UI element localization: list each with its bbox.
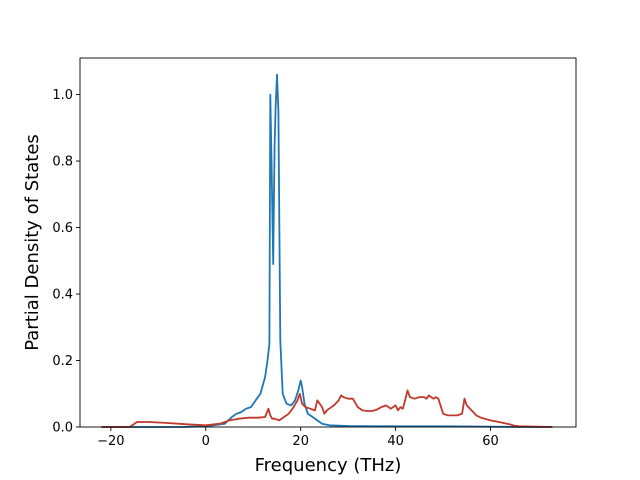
series-line-1: [101, 73, 553, 428]
plot-frame: [79, 57, 577, 428]
y-axis-label: Partial Density of States: [22, 134, 43, 351]
plot-area: [80, 58, 576, 427]
x-tick-label: 40: [387, 434, 404, 449]
y-tick-label: 0.0: [52, 421, 73, 436]
series-layer: [101, 73, 553, 428]
x-tick-label: 0: [202, 434, 210, 449]
x-axis: −20 0 20 40 60: [97, 427, 499, 449]
x-axis-label: Frequency (THz): [255, 455, 402, 476]
x-tick-label: 20: [292, 434, 309, 449]
y-tick-label: 0.2: [52, 354, 73, 369]
y-axis: 0.0 0.2 0.4 0.6 0.8 1.0: [52, 88, 80, 436]
y-tick-label: 1.0: [52, 88, 73, 103]
y-tick-label: 0.4: [52, 288, 73, 303]
x-tick-label: 60: [482, 434, 499, 449]
series-line-2: [101, 389, 553, 428]
x-tick-label: −20: [97, 434, 124, 449]
y-tick-label: 0.6: [52, 221, 73, 236]
y-tick-label: 0.8: [52, 155, 73, 170]
